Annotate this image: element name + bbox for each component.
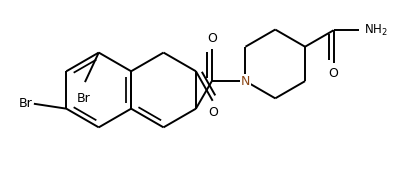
Text: Br: Br [19,97,33,110]
Text: N: N [241,75,250,88]
Text: NH$_2$: NH$_2$ [364,23,388,38]
Text: N: N [241,75,250,88]
Text: O: O [209,106,219,119]
Text: O: O [207,32,217,45]
Text: O: O [329,67,339,80]
Text: Br: Br [77,92,91,105]
